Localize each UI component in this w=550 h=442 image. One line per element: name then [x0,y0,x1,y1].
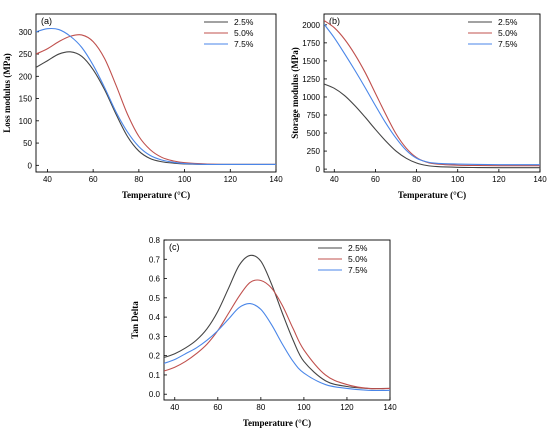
x-tick-label: 40 [43,175,52,184]
series-line-25 [164,254,390,390]
y-tick-label: 200 [19,72,33,81]
y-tick-label: 1000 [302,93,320,102]
x-axis-title: Temperature (°C) [398,190,466,200]
x-tick-label: 80 [134,175,143,184]
series-group [324,20,540,169]
plot-frame [163,239,391,401]
x-tick-label: 140 [533,175,547,184]
y-tick-label: 0.7 [149,255,161,264]
y-tick-label: 500 [307,129,321,138]
y-tick-label: 250 [307,147,321,156]
legend-label: 5.0% [234,28,254,38]
y-axis-title: Storage modulus (MPa) [290,47,300,139]
y-tick-label: 1750 [302,39,320,48]
series-line-25 [36,51,276,166]
x-tick-label: 80 [412,175,421,184]
y-tick-label: 0.0 [149,390,161,399]
legend-label: 7.5% [498,39,518,49]
legend-label: 2.5% [498,17,518,27]
x-axis-title: Temperature (°C) [122,190,190,200]
x-tick-label: 80 [256,403,265,412]
y-tick-label: 250 [19,50,33,59]
y-tick-label: 1500 [302,57,320,66]
x-tick-label: 60 [213,403,222,412]
series-line-25 [324,83,540,169]
chart-panel-3: 40 60 80 100 120 140 0.0 0.1 0.2 0.3 0.4 0.5 0.6 0.7 0… [130,236,397,428]
y-tick-label: 0.2 [149,352,161,361]
x-tick-label: 60 [371,175,380,184]
x-tick-label: 140 [269,175,283,184]
y-tick-label: 0.3 [149,332,161,341]
series-line-75 [324,23,540,166]
y-tick-label: 0.4 [149,313,161,322]
series-line-50 [164,279,390,390]
panel-label: (c) [169,242,180,252]
y-axis-title: Tan Delta [130,301,140,339]
series-group [164,254,390,392]
y-tick-label: 0 [28,161,33,170]
series-line-50 [324,20,540,167]
x-tick-label: 100 [451,175,465,184]
legend-label: 2.5% [348,243,368,253]
y-tick-label: 0.8 [149,236,161,245]
series-line-75 [36,27,276,166]
y-tick-label: 0 [316,165,321,174]
panel-label: (b) [329,16,340,26]
x-axis-title: Temperature (°C) [243,418,311,428]
plot-frame [323,13,541,173]
x-tick-label: 60 [89,175,98,184]
x-tick-label: 40 [170,403,179,412]
y-tick-label: 0.6 [149,275,161,284]
legend-label: 7.5% [348,265,368,275]
series-line-50 [36,34,276,166]
x-tick-label: 140 [383,403,397,412]
series-group [36,27,276,166]
chart-panel-2: 40 60 80 100 120 140 0 250 500 750 1000 1250 1500 175… [290,13,547,200]
y-tick-label: 100 [19,117,33,126]
x-tick-label: 120 [492,175,506,184]
legend-label: 2.5% [234,17,254,27]
y-axis-title: Loss modulus (MPa) [2,53,12,133]
y-tick-label: 2000 [302,21,320,30]
y-tick-label: 150 [19,95,33,104]
x-tick-label: 120 [224,175,238,184]
legend-label: 5.0% [348,254,368,264]
y-tick-label: 750 [307,111,321,120]
y-tick-label: 1250 [302,75,320,84]
panel-label: (a) [41,16,52,26]
plot-frame [35,13,277,173]
y-tick-label: 300 [19,28,33,37]
y-tick-label: 50 [23,139,32,148]
x-tick-label: 120 [340,403,354,412]
x-tick-label: 100 [297,403,311,412]
x-tick-label: 100 [178,175,192,184]
y-tick-label: 0.5 [149,294,161,303]
legend-label: 7.5% [234,39,254,49]
chart-panel-1: 40 60 80 100 120 140 0 50 100 150 200 250 300 Tempera… [2,13,283,200]
legend-label: 5.0% [498,28,518,38]
x-tick-label: 40 [330,175,339,184]
series-line-75 [164,303,390,392]
y-tick-label: 0.1 [149,371,161,380]
